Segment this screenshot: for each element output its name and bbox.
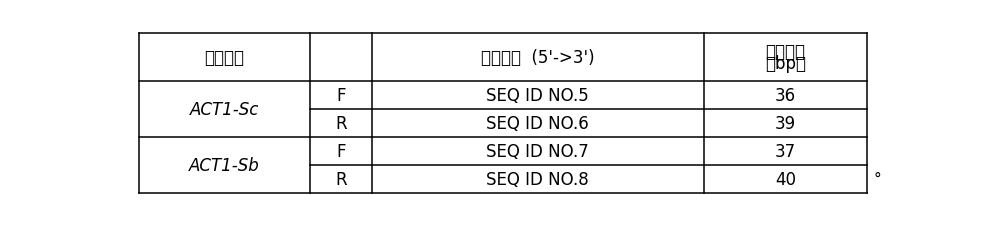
Text: SEQ ID NO.7: SEQ ID NO.7 xyxy=(486,142,589,160)
Text: 引物长度: 引物长度 xyxy=(765,43,805,61)
Text: SEQ ID NO.8: SEQ ID NO.8 xyxy=(486,170,589,188)
Text: F: F xyxy=(336,87,346,105)
Text: ACT1-Sb: ACT1-Sb xyxy=(189,156,260,174)
Text: R: R xyxy=(335,170,347,188)
Text: 40: 40 xyxy=(775,170,796,188)
Text: 引物序列  (5'->3'): 引物序列 (5'->3') xyxy=(481,49,595,67)
Text: SEQ ID NO.5: SEQ ID NO.5 xyxy=(486,87,589,105)
Text: 37: 37 xyxy=(775,142,796,160)
Text: 基因名称: 基因名称 xyxy=(205,49,245,67)
Text: （bp）: （bp） xyxy=(765,55,806,73)
Text: F: F xyxy=(336,142,346,160)
Text: °: ° xyxy=(874,171,881,186)
Text: R: R xyxy=(335,115,347,133)
Text: ACT1-Sc: ACT1-Sc xyxy=(190,101,259,119)
Text: 36: 36 xyxy=(775,87,796,105)
Text: 39: 39 xyxy=(775,115,796,133)
Text: SEQ ID NO.6: SEQ ID NO.6 xyxy=(486,115,589,133)
